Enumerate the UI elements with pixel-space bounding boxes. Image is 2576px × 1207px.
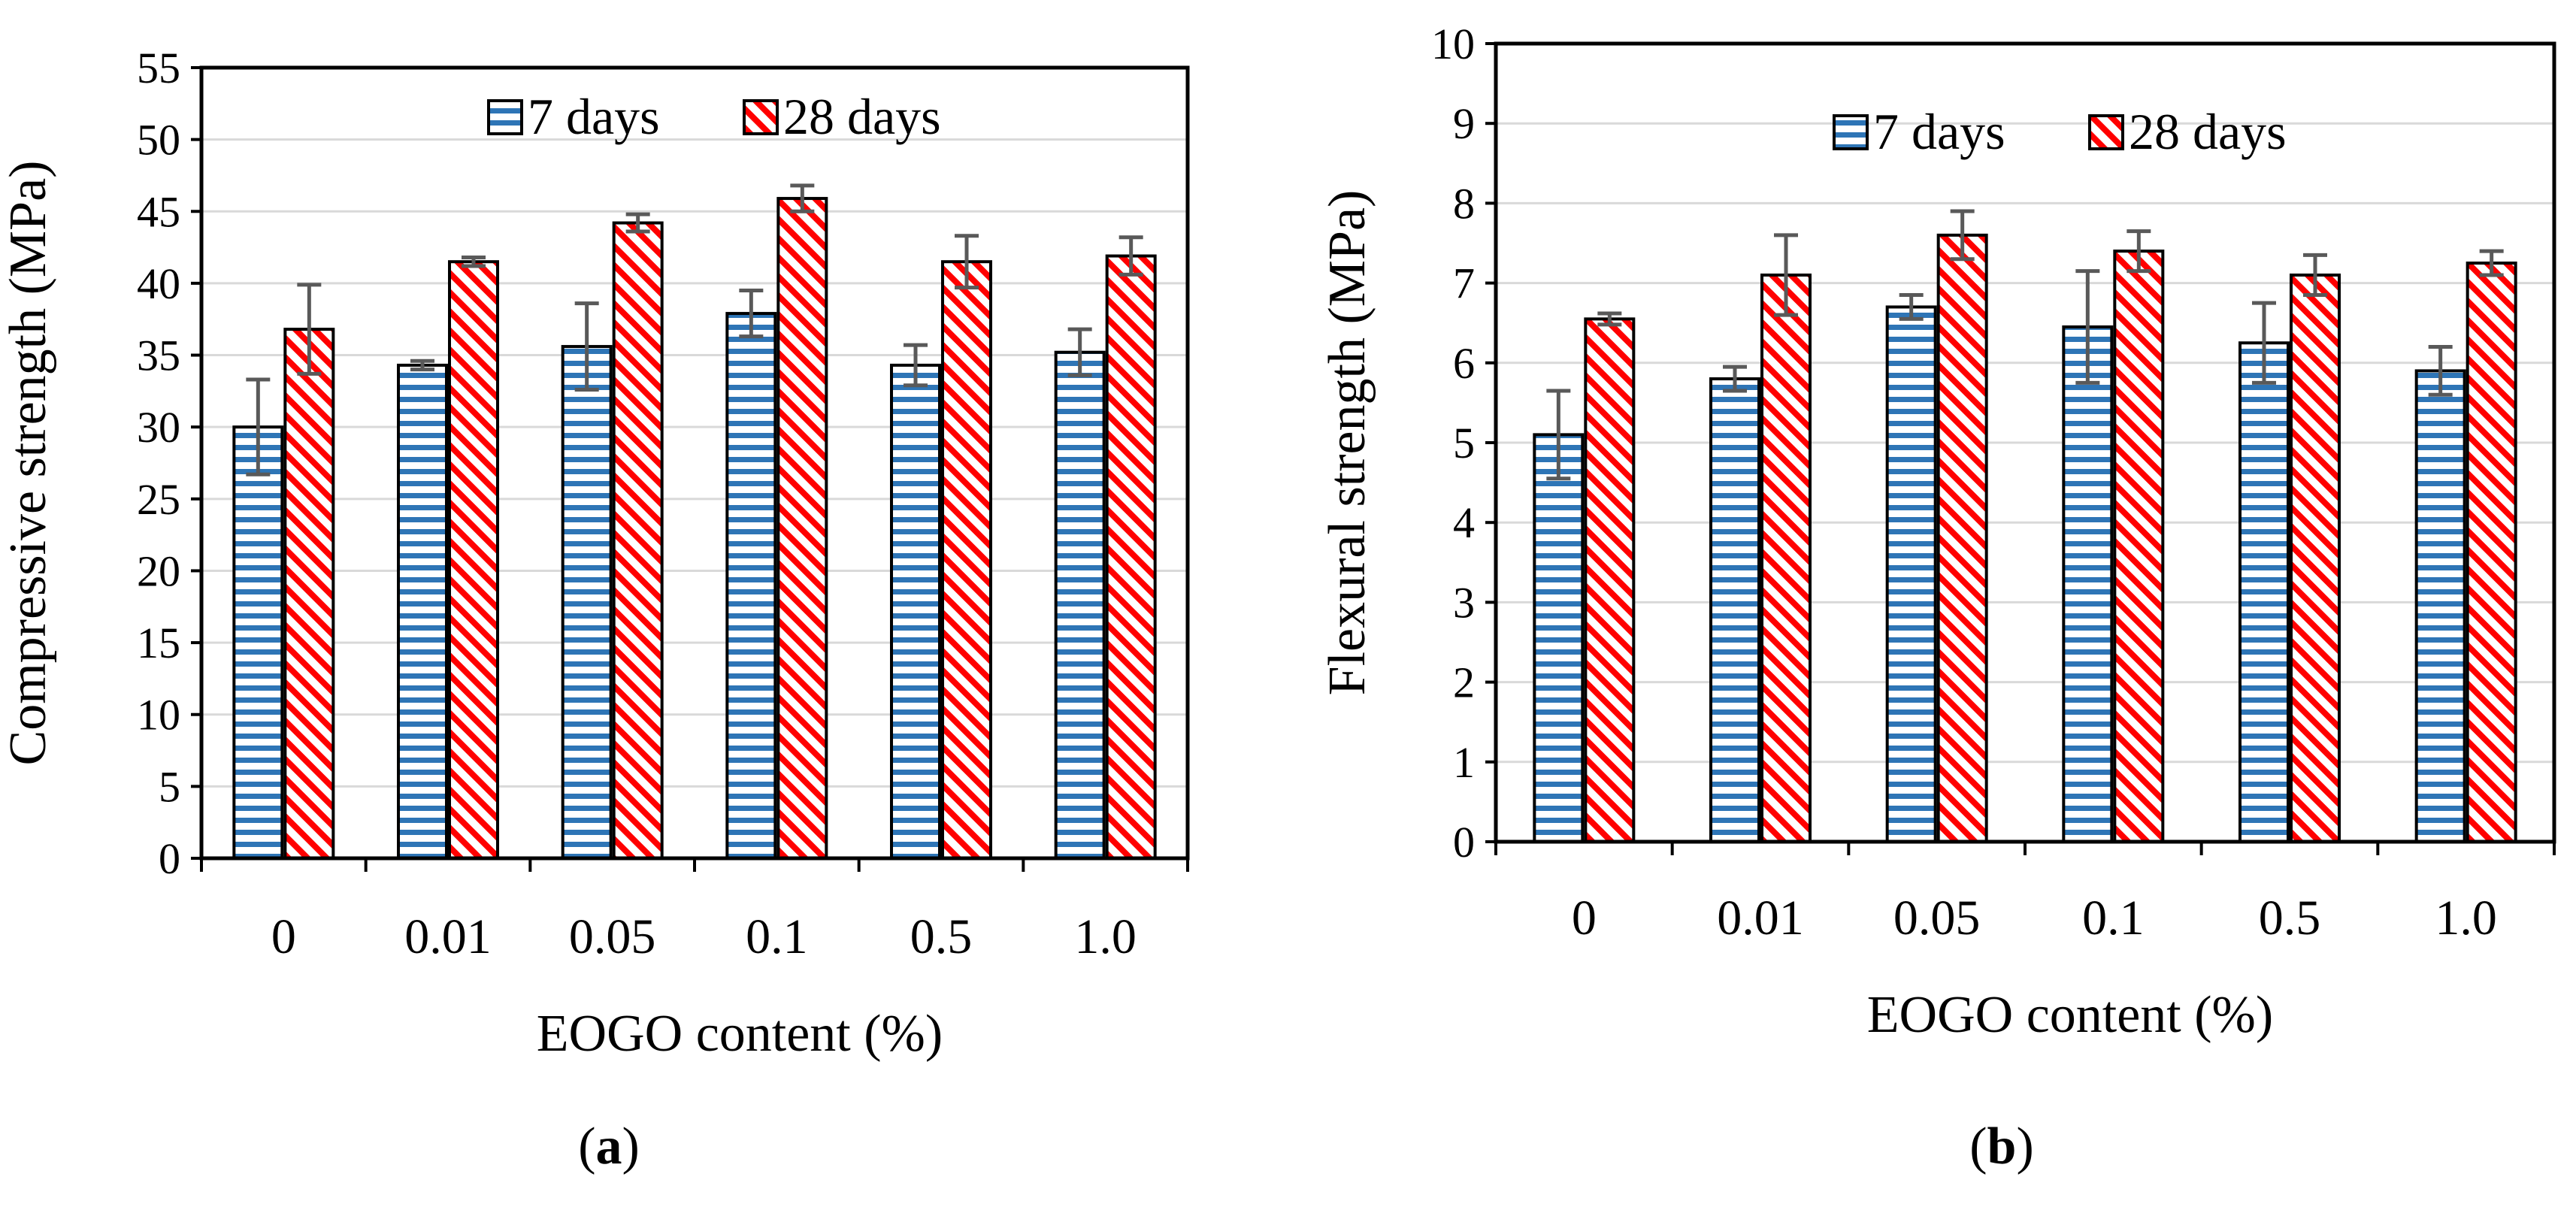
bar-7-days xyxy=(561,345,613,860)
bar-7-days xyxy=(232,425,284,860)
bar-7-days xyxy=(397,363,448,860)
bar-28-days xyxy=(612,221,664,861)
y-tick-label: 55 xyxy=(137,44,180,92)
bar-28-days xyxy=(2290,273,2341,844)
bar-7-days xyxy=(2062,325,2114,843)
y-tick-label: 8 xyxy=(1453,179,1475,228)
y-tick-label: 45 xyxy=(137,187,180,236)
y-tick-label: 50 xyxy=(137,116,180,165)
legend-label-7-days: 7 days xyxy=(1873,103,2005,160)
panel-label: (a) xyxy=(578,1118,640,1175)
panel-b-flexural-strength-chart: 0 1 2 3 4 5 6 7 8 9 10 0 0.01 0.05 0.1 0.5 1.0 7 days 28 d… xyxy=(1318,20,2556,1175)
y-tick-label: 7 xyxy=(1453,259,1475,308)
y-tick-label: 1 xyxy=(1453,738,1475,787)
y-tick-label: 4 xyxy=(1453,498,1475,547)
bar-28-days xyxy=(2466,262,2517,843)
y-tick-label: 40 xyxy=(137,259,180,308)
x-tick-label: 0.05 xyxy=(569,909,656,964)
x-tick-label: 1.0 xyxy=(2435,891,2497,945)
x-tick-label: 0.01 xyxy=(404,909,492,964)
y-tick-label: 30 xyxy=(137,403,180,452)
y-axis-title: Flexural strength (MPa) xyxy=(1318,190,1376,696)
panel-a-compressive-strength-chart: 0 5 10 15 20 25 30 35 40 45 50 55 0 0.01 0.05 0.1 0.5 1.0… xyxy=(0,44,1190,1175)
bar-7-days xyxy=(1054,350,1106,861)
y-tick-label: 35 xyxy=(137,331,180,380)
x-axis-title: EOGO content (%) xyxy=(1867,986,2273,1044)
bar-28-days xyxy=(1584,317,1636,843)
x-tick-label: 0 xyxy=(271,909,296,964)
y-tick-label: 0 xyxy=(159,834,180,883)
legend-label-7-days: 7 days xyxy=(528,88,660,145)
legend-label-28-days: 28 days xyxy=(783,88,941,145)
bar-28-days xyxy=(448,260,499,860)
y-tick-label: 5 xyxy=(1453,419,1475,467)
x-tick-label: 0.01 xyxy=(1717,891,1804,945)
bar-28-days xyxy=(1760,273,1812,844)
plot-area-frame xyxy=(1494,41,2556,844)
y-tick-label: 20 xyxy=(137,546,180,595)
bar-7-days xyxy=(1709,377,1760,844)
y-tick-label: 5 xyxy=(159,762,180,811)
x-tick-label: 0.05 xyxy=(1893,891,1981,945)
bar-28-days xyxy=(776,197,828,861)
legend-swatch-28-days xyxy=(743,99,779,135)
x-tick-label: 1.0 xyxy=(1074,909,1137,964)
bar-7-days xyxy=(890,363,941,860)
y-tick-label: 2 xyxy=(1453,658,1475,707)
bar-7-days xyxy=(2238,341,2290,843)
bar-28-days xyxy=(1105,254,1157,860)
bar-28-days xyxy=(941,260,992,860)
bar-28-days xyxy=(1936,233,1988,843)
x-tick-label: 0.1 xyxy=(746,909,808,964)
bar-28-days xyxy=(283,328,335,860)
plot-area-frame xyxy=(199,65,1190,861)
x-tick-label: 0.1 xyxy=(2082,891,2145,945)
bar-7-days xyxy=(725,312,777,860)
x-tick-label: 0.5 xyxy=(910,909,973,964)
y-tick-label: 15 xyxy=(137,619,180,667)
legend-swatch-7-days xyxy=(1833,114,1869,150)
legend: 7 days 28 days xyxy=(1833,103,2287,160)
panel-label: (b) xyxy=(1969,1118,2034,1175)
bar-28-days xyxy=(2113,250,2165,843)
y-tick-label: 9 xyxy=(1453,99,1475,148)
legend: 7 days 28 days xyxy=(487,88,941,145)
bar-7-days xyxy=(1533,433,1585,843)
bar-7-days xyxy=(1885,305,1937,843)
panel-letter: a xyxy=(596,1118,622,1175)
y-tick-label: 6 xyxy=(1453,339,1475,388)
y-tick-label: 3 xyxy=(1453,578,1475,627)
y-tick-label: 10 xyxy=(1431,20,1475,68)
y-tick-label: 10 xyxy=(137,691,180,740)
legend-swatch-28-days xyxy=(2088,114,2124,150)
x-axis-title: EOGO content (%) xyxy=(537,1005,943,1063)
legend-label-28-days: 28 days xyxy=(2129,103,2287,160)
legend-swatch-7-days xyxy=(487,99,523,135)
x-tick-label: 0.5 xyxy=(2259,891,2321,945)
bar-7-days xyxy=(2414,369,2466,844)
y-tick-label: 0 xyxy=(1453,818,1475,867)
x-tick-label: 0 xyxy=(1572,891,1597,945)
y-tick-label: 25 xyxy=(137,475,180,524)
panel-letter: b xyxy=(1987,1118,2017,1175)
y-axis-title: Compressive strength (MPa) xyxy=(0,161,57,766)
